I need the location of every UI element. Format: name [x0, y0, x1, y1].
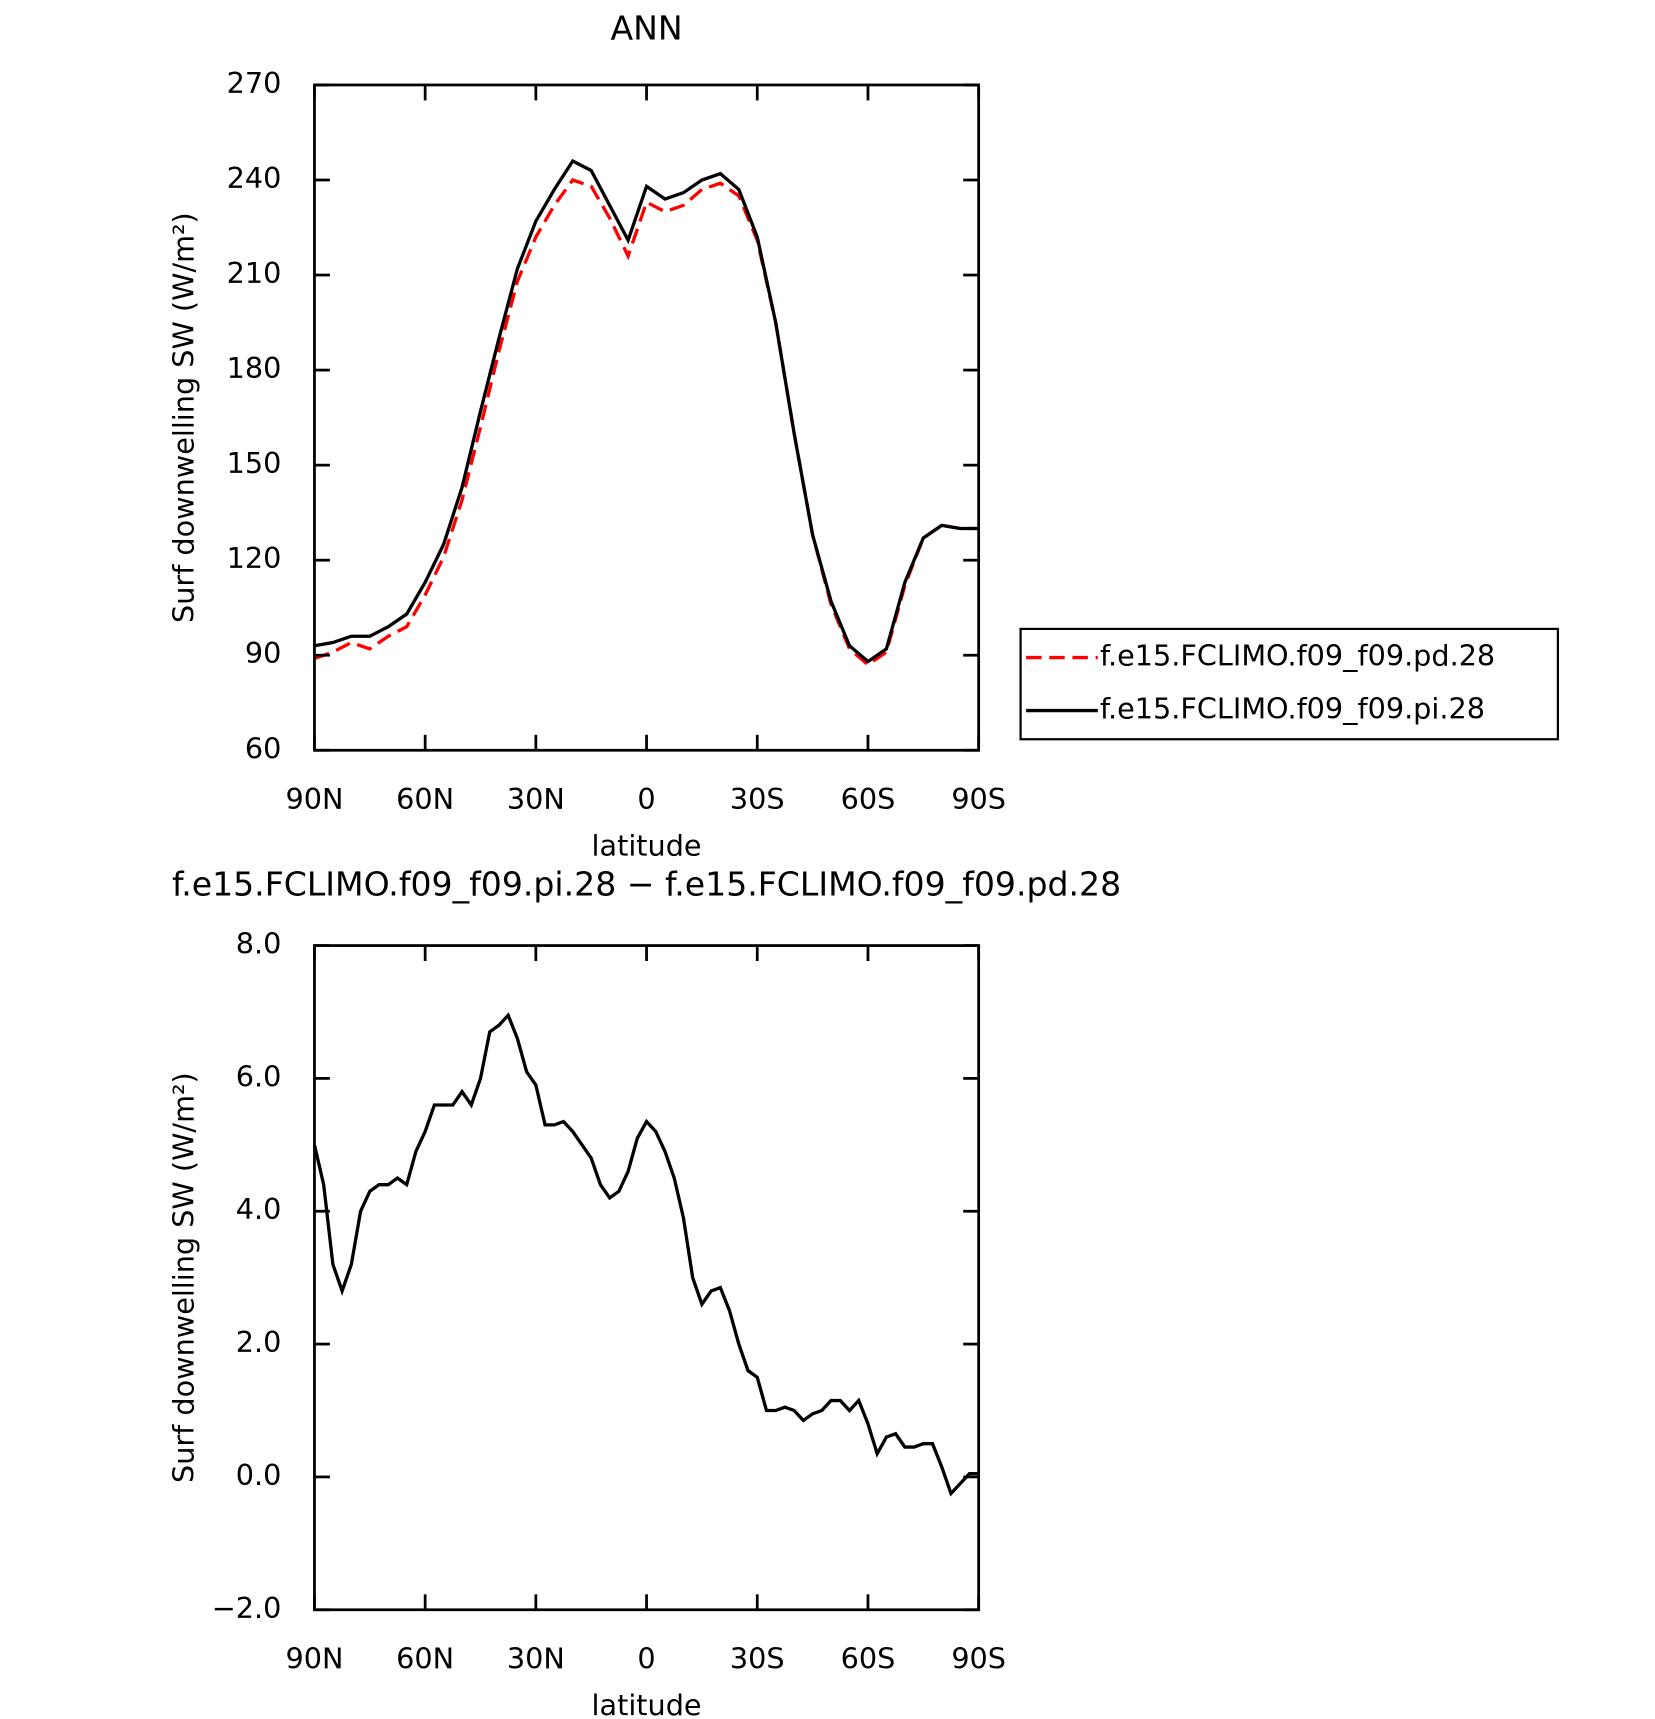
plot-frame [313, 944, 981, 1612]
data-line [313, 178, 979, 667]
y-tick-label: 0.0 [236, 1458, 282, 1492]
chart-title: ANN [610, 8, 682, 47]
y-tick-label: −2.0 [212, 1591, 282, 1625]
y-tick-label: 120 [227, 541, 282, 575]
x-tick-label: 90S [951, 1642, 1006, 1676]
y-axis-label: Surf downwelling SW (W/m²) [166, 1072, 200, 1483]
x-tick-label: 30S [730, 782, 785, 816]
x-tick-label: 60N [396, 782, 454, 816]
y-tick-label: 240 [227, 161, 282, 195]
y-tick-label: 8.0 [236, 927, 282, 961]
x-tick-label: 60S [841, 1642, 896, 1676]
x-tick-label: 90N [285, 782, 343, 816]
y-tick-label: 180 [227, 351, 282, 385]
legend-box [1019, 627, 1560, 741]
x-tick-label: 60S [841, 782, 896, 816]
y-axis-label: Surf downwelling SW (W/m²) [166, 212, 200, 623]
chart-title: f.e15.FCLIMO.f09_f09.pi.28 − f.e15.FCLIM… [172, 864, 1121, 903]
y-tick-label: 2.0 [236, 1325, 282, 1359]
x-axis-label: latitude [592, 828, 702, 862]
x-tick-label: 0 [637, 782, 655, 816]
x-tick-label: 0 [637, 1642, 655, 1676]
y-tick-label: 4.0 [236, 1192, 282, 1226]
legend-label: f.e15.FCLIMO.f09_f09.pi.28 [1100, 692, 1485, 726]
y-tick-label: 60 [245, 731, 281, 765]
x-tick-label: 90N [285, 1642, 343, 1676]
x-tick-label: 30N [507, 1642, 565, 1676]
x-tick-label: 30N [507, 782, 565, 816]
data-line [312, 1012, 979, 1497]
x-axis-label: latitude [592, 1688, 702, 1719]
y-tick-label: 150 [227, 446, 282, 480]
y-tick-label: 270 [227, 66, 282, 100]
x-tick-label: 30S [730, 1642, 785, 1676]
y-tick-label: 210 [227, 256, 282, 290]
y-tick-label: 6.0 [236, 1059, 282, 1093]
data-line [314, 158, 979, 664]
x-tick-label: 90S [951, 782, 1006, 816]
y-tick-label: 90 [245, 636, 281, 670]
legend-label: f.e15.FCLIMO.f09_f09.pd.28 [1100, 639, 1495, 673]
x-tick-label: 60N [396, 1642, 454, 1676]
